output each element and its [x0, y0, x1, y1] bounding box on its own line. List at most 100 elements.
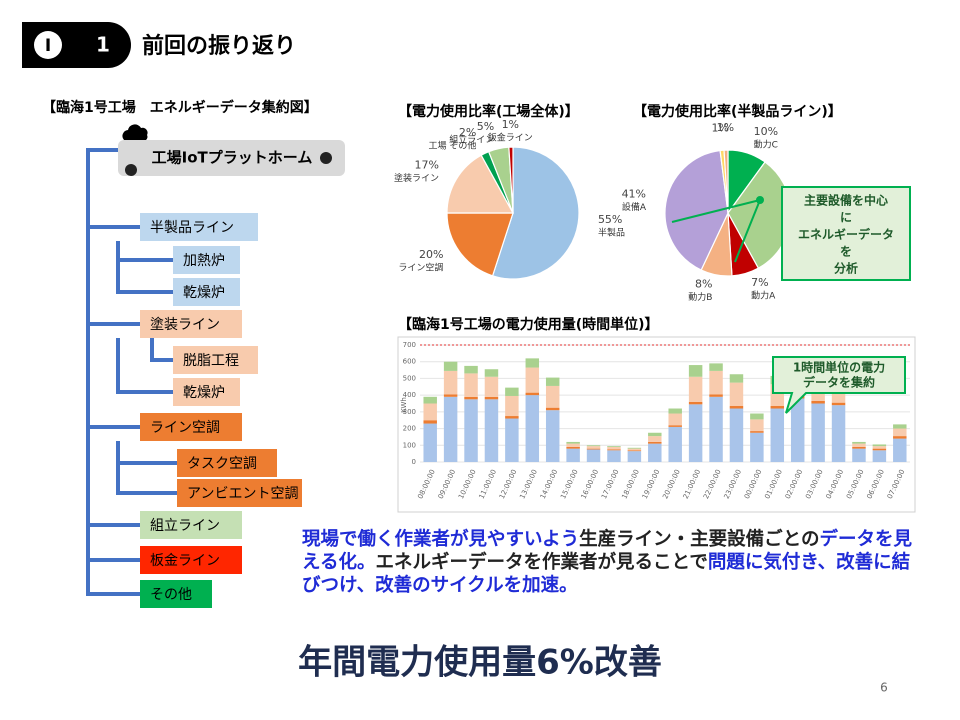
node-box: [173, 246, 240, 274]
node-box: [140, 310, 242, 338]
cloud-icon: [122, 124, 148, 140]
node-label: 組立ライン: [150, 518, 220, 534]
node-label: 塗装ライン: [150, 316, 220, 333]
node-box: [140, 413, 242, 441]
callout-text: 主要設備を中心: [804, 193, 888, 208]
x-tick-label: 07:00:00: [886, 468, 907, 500]
y-axis-label: KWh: [400, 397, 408, 413]
node-label: 脱脂工程: [183, 353, 239, 369]
bar-segment: [648, 443, 662, 462]
node-box: [140, 213, 258, 241]
bar-segment: [607, 449, 621, 451]
bar-segment: [770, 408, 785, 462]
chart-title: 【臨海1号工場の電力使用量(時間単位)】: [398, 316, 659, 333]
pie-slice: [723, 149, 729, 214]
bar-segment: [525, 395, 540, 462]
bar-segment: [545, 407, 560, 411]
bar-chart-frame: [397, 336, 916, 513]
node-label: 板金ライン: [150, 553, 220, 569]
bar-segment: [709, 394, 723, 397]
node-label: 半製品ライン: [150, 220, 234, 236]
x-tick-label: 18:00:00: [620, 468, 641, 500]
x-tick-label: 13:00:00: [518, 468, 539, 500]
bar-segment: [668, 413, 682, 426]
bar-segment: [484, 396, 499, 400]
pie-value-label: 1%: [711, 121, 728, 134]
bar-segment: [464, 396, 478, 400]
x-tick-label: 15:00:00: [559, 468, 580, 500]
node-box: [173, 346, 258, 374]
bar-segment: [729, 406, 744, 409]
node-label: 乾燥炉: [183, 285, 225, 301]
y-tick-label: 600: [403, 358, 416, 366]
bar-segment: [607, 450, 621, 462]
callout-box: [781, 186, 911, 281]
callout-line: [671, 199, 761, 223]
bar-segment: [607, 446, 621, 450]
bar-segment: [893, 424, 907, 429]
pie-category-label: 動力A: [751, 289, 776, 301]
bar-segment: [872, 450, 887, 462]
x-tick-label: 05:00:00: [845, 468, 866, 500]
bar-segment: [770, 406, 785, 409]
bar-segment: [484, 399, 499, 462]
summary-segment: エネルギーデータを作業者が見ることで: [375, 552, 708, 573]
bar-segment: [688, 401, 703, 405]
pie-category-label: 鈑金ライン: [488, 132, 533, 144]
summary-segment: 生産ライン・主要設備ごとの: [579, 529, 820, 550]
gear-icon: [320, 152, 332, 164]
x-tick-label: 22:00:00: [702, 468, 723, 500]
bar-segment: [648, 432, 662, 437]
bar-segment: [729, 374, 744, 383]
bar-segment: [545, 410, 560, 462]
node-box: [177, 449, 277, 477]
node-label: その他: [150, 587, 192, 603]
pie-slice: [508, 146, 514, 214]
bar-segment: [811, 400, 825, 404]
bar-segment: [668, 426, 682, 462]
gear-icon: [125, 164, 137, 176]
bar-segment: [464, 365, 478, 374]
bar-segment: [709, 370, 723, 395]
bar-segment: [505, 387, 519, 396]
x-tick-label: 16:00:00: [580, 468, 601, 500]
x-tick-label: 23:00:00: [723, 468, 744, 500]
bar-segment: [586, 446, 601, 449]
bar-segment: [648, 436, 662, 442]
bar-segment: [852, 448, 866, 462]
bar-segment: [893, 428, 907, 437]
section-badge: [34, 31, 62, 59]
y-tick-label: 100: [403, 441, 416, 449]
y-tick-label: 500: [403, 374, 416, 382]
bar-segment: [688, 365, 703, 377]
bar-segment: [545, 377, 560, 386]
node-label: アンビエント空調: [187, 486, 298, 502]
pie-value-label: 5%: [477, 120, 494, 133]
callout-box: [772, 356, 906, 414]
bar-segment: [893, 436, 907, 439]
bar-segment: [525, 358, 540, 368]
callout-text: 分析: [834, 261, 858, 276]
pie-value-label: 55%: [598, 213, 622, 226]
bar-segment: [423, 423, 437, 462]
node-box: [140, 546, 242, 574]
bar-segment: [688, 404, 703, 462]
node-label: ライン空調: [150, 420, 220, 436]
pie-value-label: 8%: [695, 278, 712, 291]
bar-segment: [586, 448, 601, 450]
bar-segment: [525, 392, 540, 396]
x-tick-label: 14:00:00: [539, 468, 560, 500]
x-tick-label: 17:00:00: [600, 468, 621, 500]
x-tick-label: 21:00:00: [682, 468, 703, 500]
pie-category-label: 設備A: [622, 201, 647, 213]
x-tick-label: 12:00:00: [498, 468, 519, 500]
summary: 現場で働く作業者が見やすいよう生産ライン・主要設備ごとのデータを見える化。エネル…: [302, 528, 927, 597]
bar-segment: [566, 448, 580, 462]
y-tick-label: 300: [403, 408, 416, 416]
bar-segment: [566, 441, 580, 444]
summary-segment: データを見える化。: [302, 529, 912, 573]
x-tick-label: 10:00:00: [457, 468, 478, 500]
platform-box: [118, 140, 345, 176]
